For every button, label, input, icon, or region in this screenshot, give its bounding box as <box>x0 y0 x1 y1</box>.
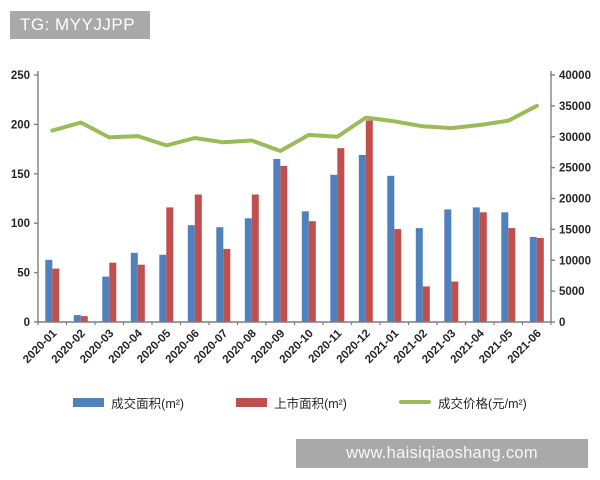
bar-deal-area <box>529 237 537 322</box>
source-tag-badge: TG: MYYJJPP <box>10 11 150 39</box>
bar-listed-area <box>251 194 259 322</box>
chart-legend: 成交面积(m²) 上市面积(m²) 成交价格(元/m²) <box>0 392 600 412</box>
bar-listed-area <box>137 264 145 322</box>
left-axis-tick-label: 100 <box>11 218 30 230</box>
bar-listed-area <box>280 165 288 322</box>
legend-swatch-green-line-icon <box>398 400 431 404</box>
legend-item-listed-area: 上市面积(m²) <box>236 393 347 412</box>
right-axis-tick-label: 20000 <box>559 194 591 206</box>
bar-deal-area <box>472 207 480 322</box>
legend-label-deal-price: 成交价格(元/m²) <box>437 396 527 411</box>
bar-deal-area <box>244 218 252 322</box>
bar-deal-area <box>73 315 81 322</box>
legend-item-deal-area: 成交面积(m²) <box>73 393 184 412</box>
bar-listed-area <box>394 229 402 322</box>
chart-canvas: 0 50 100 150 200 250 0 5000 10000 15000 20000 25000… <box>11 70 591 366</box>
bar-listed-area <box>194 194 202 322</box>
bar-deal-area <box>330 174 338 322</box>
bar-listed-area <box>80 316 88 322</box>
right-axis-tick-label: 15000 <box>559 224 591 236</box>
bar-listed-area <box>508 228 516 322</box>
price-line <box>50 103 539 153</box>
legend-item-deal-price: 成交价格(元/m²) <box>398 393 527 412</box>
bar-deal-area <box>444 209 452 322</box>
right-axis-tick-label: 35000 <box>559 101 591 113</box>
bar-deal-area <box>187 225 195 322</box>
bar-listed-area <box>365 120 373 323</box>
bar-deal-area <box>273 159 281 322</box>
bar-deal-area <box>159 254 167 322</box>
bar-deal-area <box>102 276 110 322</box>
left-axis-tick-label: 200 <box>11 119 30 131</box>
bar-listed-area <box>223 248 231 322</box>
bar-deal-area <box>501 212 509 322</box>
bar-listed-area <box>109 262 117 322</box>
bar-listed-area <box>451 281 459 322</box>
bar-deal-area <box>358 155 366 322</box>
bar-listed-area <box>536 238 544 322</box>
bar-listed-area <box>479 212 487 322</box>
right-axis-tick-label: 30000 <box>559 132 591 144</box>
legend-label-listed-area: 上市面积(m²) <box>274 396 347 411</box>
legend-label-deal-area: 成交面积(m²) <box>111 396 185 411</box>
left-axis-tick-label: 50 <box>17 268 30 280</box>
bar-deal-area <box>45 259 53 322</box>
bar-listed-area <box>52 268 60 322</box>
legend-swatch-blue-bar-icon <box>73 397 105 407</box>
bar-deal-area <box>415 228 423 322</box>
bar-listed-area <box>308 221 316 322</box>
right-axis-tick-label: 5000 <box>559 286 585 298</box>
right-axis-tick-label: 10000 <box>559 255 591 267</box>
left-axis-tick-label: 0 <box>24 317 30 329</box>
bar-deal-area <box>301 211 309 322</box>
legend-swatch-red-bar-icon <box>236 397 268 407</box>
left-axis-tick-label: 250 <box>11 70 30 82</box>
bar-deal-area <box>216 227 224 322</box>
bar-deal-area <box>130 252 138 322</box>
bar-listed-area <box>166 207 174 322</box>
right-axis-tick-label: 25000 <box>559 163 591 175</box>
bar-listed-area <box>337 148 345 322</box>
bar-deal-area <box>387 175 395 322</box>
right-axis-tick-label: 0 <box>559 317 565 329</box>
combo-chart: 0 50 100 150 200 250 0 5000 10000 15000 20000 25000… <box>0 60 600 420</box>
watermark-url: www.haisiqiaoshang.com <box>296 439 588 468</box>
left-axis-tick-label: 150 <box>11 169 30 181</box>
right-axis-tick-label: 40000 <box>559 70 591 82</box>
bar-listed-area <box>422 286 430 322</box>
